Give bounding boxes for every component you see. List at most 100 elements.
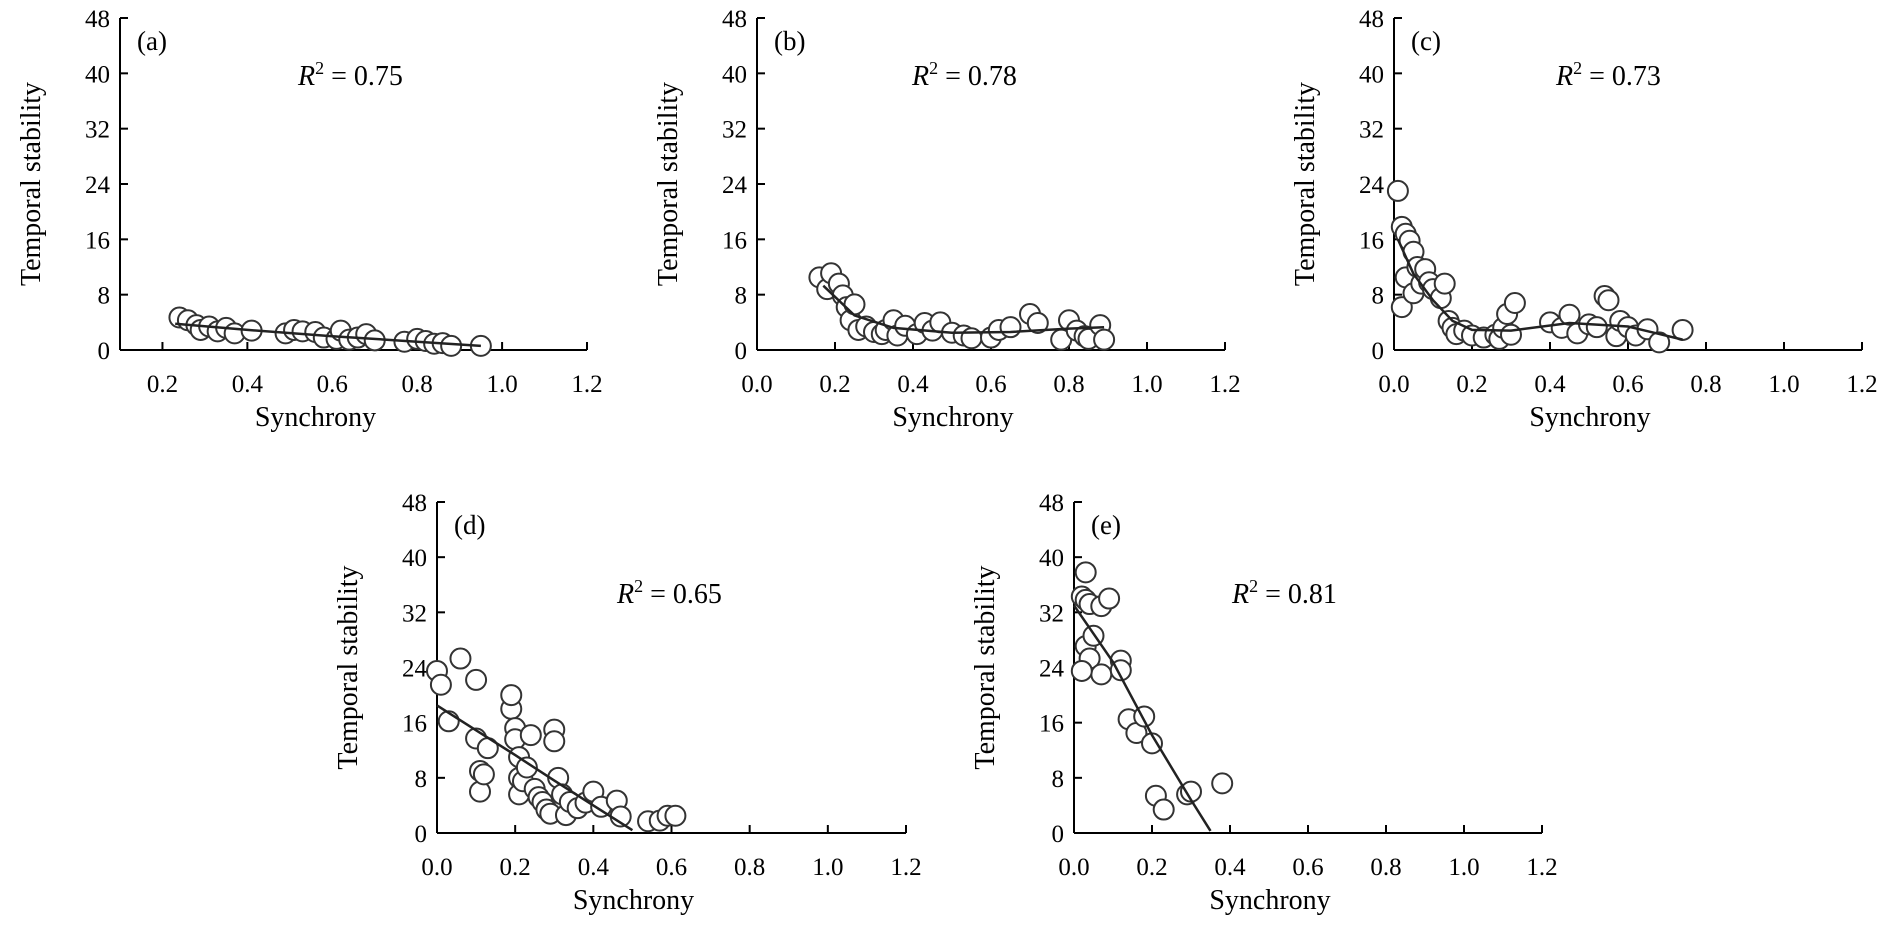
y-tick-label: 48	[1039, 490, 1064, 517]
r-squared-annotation: R2 = 0.78	[911, 58, 1017, 92]
x-axis-title: Synchrony	[1209, 885, 1330, 916]
x-tick-label: 0.4	[897, 371, 929, 398]
x-tick-label: 0.6	[1612, 371, 1643, 398]
r-symbol: R	[297, 61, 315, 92]
data-point	[1386, 179, 1409, 202]
fit-curve	[1396, 238, 1683, 341]
x-tick-label: 1.0	[1131, 371, 1162, 398]
data-point	[449, 647, 472, 670]
fit-curve	[436, 704, 634, 832]
data-point	[664, 804, 687, 827]
data-point	[1026, 312, 1049, 335]
data-point	[440, 334, 463, 357]
data-point	[1152, 798, 1175, 821]
x-axis-title: Synchrony	[255, 402, 376, 433]
x-tick-label: 0.6	[1292, 854, 1323, 881]
x-tick-label: 0.0	[1058, 854, 1089, 881]
y-tick-label: 40	[722, 61, 747, 88]
y-tick-label: 32	[1359, 117, 1384, 144]
data-point	[543, 730, 566, 753]
fit-curve	[822, 284, 1105, 334]
y-tick-label: 8	[1052, 766, 1065, 793]
data-point	[1390, 296, 1413, 319]
panel-label: (e)	[1091, 510, 1121, 540]
superscript-two: 2	[929, 58, 938, 78]
data-point	[1500, 323, 1522, 346]
y-tick-label: 24	[1039, 656, 1065, 683]
y-tick-label: 16	[722, 227, 747, 254]
y-tick-label: 8	[735, 283, 748, 310]
y-axis-title: Temporal stability	[16, 82, 47, 286]
data-point	[1090, 663, 1113, 686]
data-point	[500, 684, 523, 707]
r-symbol: R	[1231, 579, 1249, 610]
x-tick-label: 0.8	[402, 371, 433, 398]
y-tick-label: 40	[1359, 61, 1384, 88]
x-tick-label: 0.8	[734, 854, 765, 881]
panel-d: 0 8 16 24 32 40 48 0.0 0.2 0.4 0.6 0.8 1.0 1.2 Synchro…	[333, 490, 922, 916]
r-squared-value: = 0.73	[1582, 61, 1661, 92]
x-axis-title: Synchrony	[892, 402, 1013, 433]
y-tick-label: 16	[1039, 711, 1064, 738]
panel-label: (a)	[137, 26, 167, 56]
superscript-two: 2	[1573, 58, 1582, 78]
data-point	[429, 673, 452, 696]
r-squared-annotation: R2 = 0.81	[1231, 576, 1337, 610]
panel-e: 0 8 16 24 32 40 48 0.0 0.2 0.4 0.6 0.8 1.0 1.2 Synchro…	[970, 490, 1558, 916]
x-tick-label: 1.2	[890, 854, 921, 881]
y-tick-label: 16	[402, 711, 427, 738]
panel-label: (d)	[454, 510, 485, 540]
x-tick-label: 1.0	[486, 371, 517, 398]
data-point	[1597, 289, 1620, 312]
y-tick-label: 0	[735, 338, 748, 365]
data-point	[1211, 772, 1234, 795]
data-point	[999, 316, 1022, 339]
x-tick-label: 1.2	[1846, 371, 1877, 398]
x-tick-label: 0.2	[1136, 854, 1167, 881]
y-tick-label: 48	[1359, 6, 1384, 33]
x-tick-label: 0.0	[421, 854, 452, 881]
x-tick-label: 0.2	[500, 854, 531, 881]
x-tick-label: 0.8	[1370, 854, 1401, 881]
y-axis-title: Temporal stability	[1290, 82, 1321, 286]
fit-curve	[175, 322, 481, 348]
x-axis-title: Synchrony	[1529, 402, 1650, 433]
r-symbol: R	[616, 579, 634, 610]
y-tick-label: 40	[402, 545, 427, 572]
y-tick-label: 40	[1039, 545, 1064, 572]
data-point	[1503, 291, 1526, 314]
y-tick-label: 24	[402, 656, 428, 683]
data-point	[1098, 587, 1121, 610]
data-point	[519, 724, 542, 747]
y-tick-label: 48	[85, 6, 110, 33]
r-symbol: R	[911, 61, 929, 92]
superscript-two: 2	[315, 58, 324, 78]
y-axis-title: Temporal stability	[653, 82, 684, 286]
y-tick-label: 32	[1039, 600, 1064, 627]
r-squared-annotation: R2 = 0.73	[1555, 58, 1661, 92]
y-tick-label: 8	[415, 766, 428, 793]
data-point	[472, 763, 495, 786]
y-tick-label: 8	[98, 283, 111, 310]
x-tick-label: 1.0	[1448, 854, 1479, 881]
x-tick-label: 0.2	[1456, 371, 1487, 398]
y-tick-label: 24	[85, 172, 111, 199]
x-tick-label: 0.6	[975, 371, 1006, 398]
y-tick-label: 16	[85, 227, 110, 254]
x-tick-label: 1.2	[1209, 371, 1240, 398]
y-tick-label: 8	[1372, 283, 1385, 310]
data-point	[843, 293, 866, 316]
data-point	[1558, 303, 1581, 326]
r-squared-value: = 0.81	[1258, 579, 1337, 610]
data-point	[515, 756, 538, 779]
y-tick-label: 0	[415, 821, 428, 848]
x-tick-label: 0.2	[819, 371, 850, 398]
x-tick-label: 0.0	[1378, 371, 1409, 398]
y-tick-label: 40	[85, 61, 110, 88]
panel-c: 0 8 16 24 32 40 48 0.0 0.2 0.4 0.6 0.8 1.0 1.2 Synchro…	[1290, 6, 1878, 433]
data-point	[1093, 328, 1116, 351]
y-tick-label: 0	[1052, 821, 1065, 848]
y-tick-label: 48	[722, 6, 747, 33]
data-point	[1074, 561, 1097, 584]
